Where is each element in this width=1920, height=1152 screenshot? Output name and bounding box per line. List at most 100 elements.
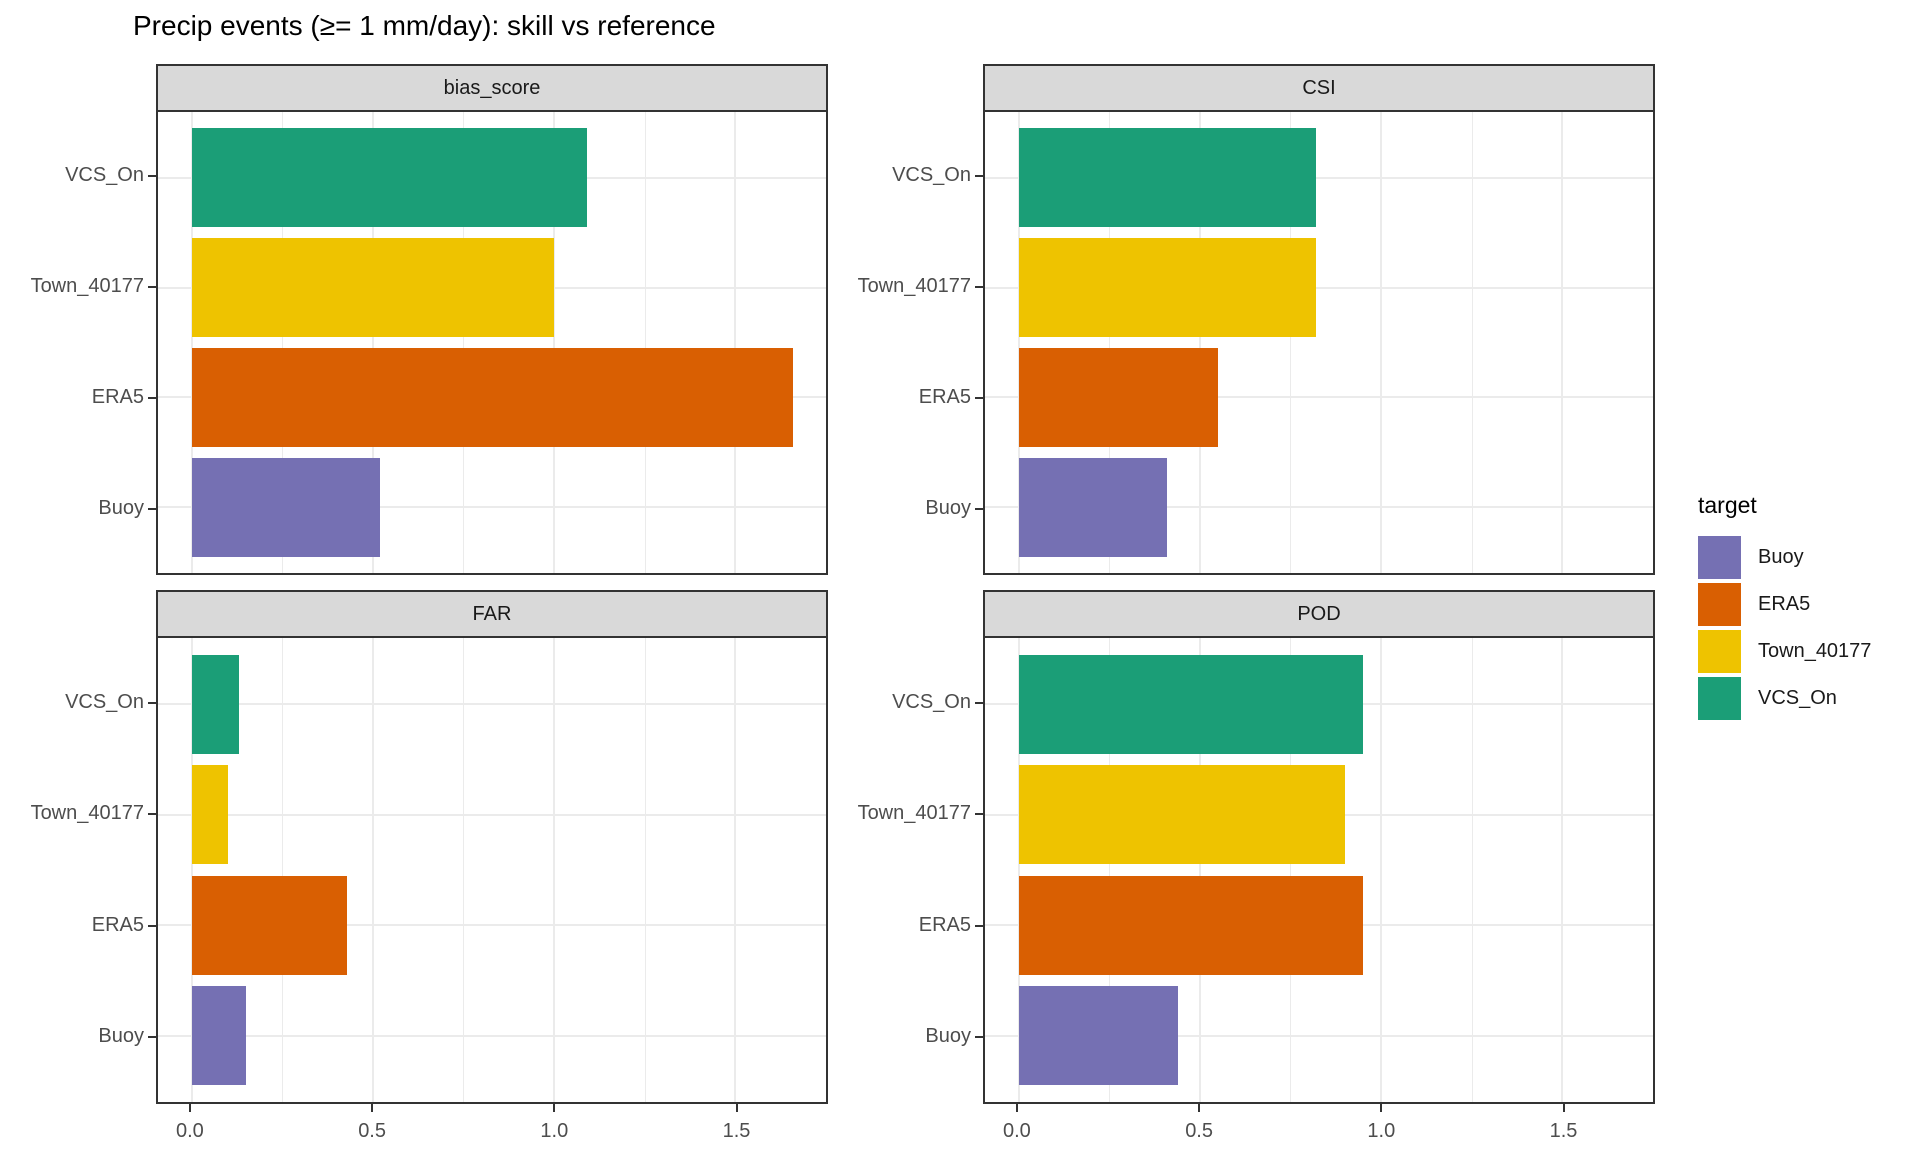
facet-panel-POD [983, 636, 1655, 1104]
chart-title: Precip events (≥= 1 mm/day): skill vs re… [133, 10, 716, 41]
minor-gridline [644, 638, 646, 1102]
legend-item-Town_40177: Town_40177 [1698, 630, 1871, 673]
facet-strip-FAR: FAR [156, 590, 828, 636]
y-tick-mark [148, 175, 156, 178]
major-gridline [985, 286, 1653, 289]
y-axis-label-Town_40177: Town_40177 [857, 802, 971, 825]
bar-bias_score-VCS_On [191, 128, 587, 228]
y-tick-mark [975, 396, 983, 399]
major-gridline [734, 112, 737, 573]
legend-item-Buoy: Buoy [1698, 536, 1871, 579]
major-gridline [158, 1034, 826, 1037]
minor-gridline [463, 112, 465, 573]
y-tick-mark [148, 924, 156, 927]
bar-CSI-VCS_On [1018, 128, 1316, 228]
x-tick-mark [1198, 1104, 1201, 1112]
major-gridline [1017, 112, 1020, 573]
y-axis-label-VCS_On: VCS_On [65, 164, 144, 187]
x-axis-label: 0.0 [1002, 1120, 1031, 1142]
minor-gridline [282, 638, 284, 1102]
x-tick-mark [1015, 1104, 1018, 1112]
y-axis-label-Town_40177: Town_40177 [857, 275, 971, 298]
y-axis-label-VCS_On: VCS_On [892, 164, 971, 187]
bar-POD-Buoy [1018, 986, 1179, 1086]
major-gridline [734, 638, 737, 1102]
x-tick-mark [371, 1104, 374, 1112]
bar-CSI-ERA5 [1018, 347, 1218, 447]
major-gridline [158, 813, 826, 816]
major-gridline [985, 176, 1653, 179]
facet-strip-POD: POD [983, 590, 1655, 636]
major-gridline [190, 112, 193, 573]
minor-gridline [1109, 112, 1111, 573]
y-axis-label-Town_40177: Town_40177 [30, 802, 144, 825]
y-tick-mark [148, 507, 156, 510]
facet-strip-label: bias_score [443, 76, 541, 99]
bar-bias_score-Buoy [191, 457, 381, 557]
major-gridline [552, 638, 555, 1102]
minor-gridline [644, 112, 646, 573]
legend-swatch-ERA5 [1698, 583, 1741, 626]
legend-swatch-Buoy [1698, 536, 1741, 579]
bar-CSI-Buoy [1018, 457, 1168, 557]
facet-panel-bias_score [156, 110, 828, 575]
x-tick-mark [1380, 1104, 1383, 1112]
x-axis-label: 0.5 [358, 1120, 386, 1142]
legend-items: Buoy ERA5 Town_40177 VCS_On [1698, 536, 1871, 720]
major-gridline [158, 506, 826, 509]
y-axis-label-Buoy: Buoy [925, 1025, 971, 1048]
y-axis-label-VCS_On: VCS_On [892, 690, 971, 713]
y-axis-label-ERA5: ERA5 [918, 913, 971, 936]
legend-title: target [1698, 492, 1757, 518]
facet-strip-label: CSI [1302, 76, 1336, 99]
major-gridline [371, 112, 374, 573]
y-tick-mark [975, 175, 983, 178]
x-tick-mark [553, 1104, 556, 1112]
y-axis-label-Town_40177: Town_40177 [30, 275, 144, 298]
legend: target Buoy ERA5 Town_40177 VCS_On [1698, 492, 1871, 724]
facet-strip-label: POD [1297, 602, 1341, 625]
y-tick-mark [975, 924, 983, 927]
major-gridline [1561, 638, 1564, 1102]
facet-strip-label: FAR [472, 602, 512, 625]
bar-bias_score-ERA5 [191, 347, 794, 447]
legend-label: Town_40177 [1758, 640, 1872, 662]
facet-strip-CSI: CSI [983, 64, 1655, 110]
bar-FAR-ERA5 [191, 875, 348, 975]
y-axis-label-ERA5: ERA5 [918, 385, 971, 408]
major-gridline [1561, 112, 1564, 573]
minor-gridline [1471, 638, 1473, 1102]
y-tick-mark [975, 701, 983, 704]
major-gridline [1198, 112, 1201, 573]
y-tick-mark [975, 507, 983, 510]
facet-panel-FAR [156, 636, 828, 1104]
major-gridline [985, 506, 1653, 509]
facet-panel-CSI [983, 110, 1655, 575]
bar-POD-VCS_On [1018, 654, 1363, 754]
minor-gridline [282, 112, 284, 573]
minor-gridline [463, 638, 465, 1102]
major-gridline [371, 638, 374, 1102]
y-axis-label-VCS_On: VCS_On [65, 690, 144, 713]
legend-label: VCS_On [1758, 687, 1837, 709]
x-axis-label: 0.0 [175, 1120, 204, 1142]
legend-label: ERA5 [1758, 593, 1811, 615]
y-tick-mark [148, 396, 156, 399]
y-tick-mark [148, 813, 156, 816]
legend-label: Buoy [1758, 546, 1804, 568]
major-gridline [1379, 638, 1382, 1102]
bar-bias_score-Town_40177 [191, 238, 554, 337]
major-gridline [1379, 112, 1382, 573]
minor-gridline [1471, 112, 1473, 573]
y-axis-label-Buoy: Buoy [98, 496, 144, 519]
x-axis-label: 1.5 [1549, 1120, 1578, 1142]
bar-POD-ERA5 [1018, 875, 1363, 975]
facet-strip-bias_score: bias_score [156, 64, 828, 110]
y-tick-mark [148, 286, 156, 289]
y-tick-mark [975, 286, 983, 289]
x-axis-label: 1.0 [1367, 1120, 1396, 1142]
major-gridline [1017, 638, 1020, 1102]
y-tick-mark [148, 1036, 156, 1039]
x-tick-mark [188, 1104, 191, 1112]
